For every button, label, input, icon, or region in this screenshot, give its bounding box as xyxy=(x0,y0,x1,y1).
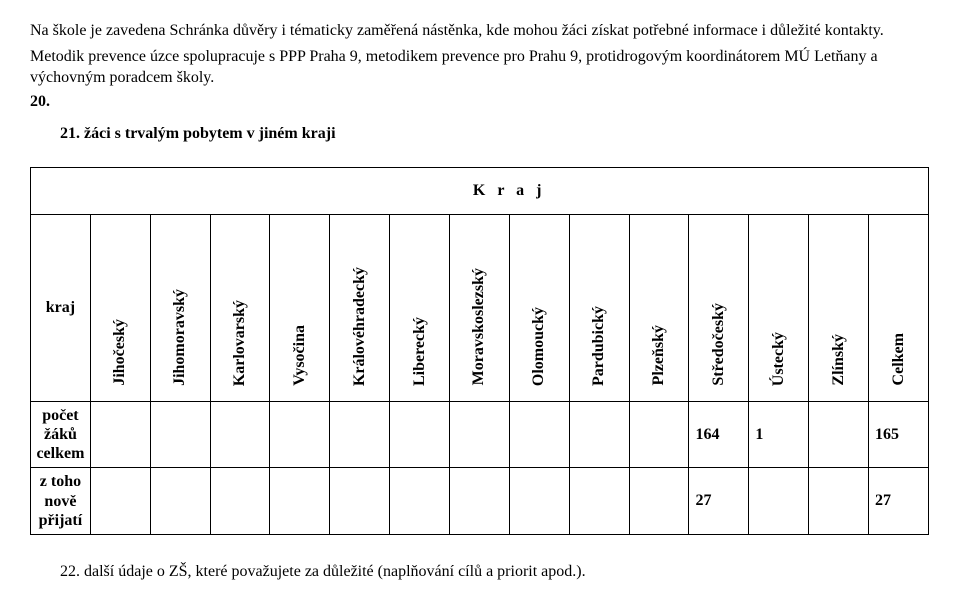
cell xyxy=(629,401,689,468)
cell xyxy=(210,468,270,535)
intro-line-20: 20. xyxy=(30,93,929,111)
col-stredocesky: Středočeský xyxy=(689,214,749,401)
col-label: Zlínský xyxy=(830,334,848,386)
row-label-nove-prijati: z toho nově přijatí xyxy=(31,468,91,535)
col-olomoucky: Olomoucký xyxy=(509,214,569,401)
cell xyxy=(629,468,689,535)
col-liberecky: Liberecký xyxy=(390,214,450,401)
col-label: Královéhradecký xyxy=(351,267,369,386)
cell: 1 xyxy=(749,401,809,468)
col-pardubicky: Pardubický xyxy=(569,214,629,401)
footer-line-22: 22. další údaje o ZŠ, které považujete z… xyxy=(60,563,929,581)
cell xyxy=(150,468,210,535)
col-label: Celkem xyxy=(890,333,908,385)
col-plzensky: Plzeňský xyxy=(629,214,689,401)
col-label: Středočeský xyxy=(710,303,728,386)
cell xyxy=(330,468,390,535)
col-label: Ústecký xyxy=(770,332,788,386)
cell: 27 xyxy=(869,468,929,535)
table-row: z toho nově přijatí 27 27 xyxy=(31,468,929,535)
cell xyxy=(330,401,390,468)
cell xyxy=(90,401,150,468)
table-column-row: kraj Jihočeský Jihomoravský Karlovarský … xyxy=(31,214,929,401)
col-jihocesky: Jihočeský xyxy=(90,214,150,401)
cell xyxy=(270,401,330,468)
col-label: Pardubický xyxy=(590,306,608,386)
col-label: Jihomoravský xyxy=(171,289,189,386)
cell xyxy=(509,468,569,535)
cell xyxy=(569,401,629,468)
cell xyxy=(569,468,629,535)
table-header-row: K r a j xyxy=(31,167,929,214)
cell xyxy=(210,401,270,468)
left-label-cell: kraj xyxy=(31,214,91,401)
heading-21: 21. žáci s trvalým pobytem v jiném kraji xyxy=(60,125,929,143)
col-moravskoslezsky: Moravskoslezský xyxy=(450,214,510,401)
cell xyxy=(749,468,809,535)
cell xyxy=(809,401,869,468)
intro-paragraph-1: Na škole je zavedena Schránka důvěry i t… xyxy=(30,20,929,42)
col-label: Karlovarský xyxy=(231,300,249,386)
cell: 165 xyxy=(869,401,929,468)
col-ustecky: Ústecký xyxy=(749,214,809,401)
cell xyxy=(450,468,510,535)
col-label: Moravskoslezský xyxy=(470,268,488,385)
cell xyxy=(450,401,510,468)
col-zlinsky: Zlínský xyxy=(809,214,869,401)
cell xyxy=(390,401,450,468)
cell: 164 xyxy=(689,401,749,468)
intro-paragraph-2: Metodik prevence úzce spolupracuje s PPP… xyxy=(30,46,929,89)
table-row: počet žáků celkem 164 1 165 xyxy=(31,401,929,468)
col-label: Liberecký xyxy=(411,317,429,386)
col-label: Olomoucký xyxy=(530,307,548,386)
col-karlovarsky: Karlovarský xyxy=(210,214,270,401)
col-label: Vysočina xyxy=(291,325,309,386)
col-label: Plzeňský xyxy=(650,325,668,385)
cell xyxy=(150,401,210,468)
kraj-table: K r a j kraj Jihočeský Jihomoravský Karl… xyxy=(30,167,929,535)
cell xyxy=(390,468,450,535)
cell xyxy=(270,468,330,535)
col-vysocina: Vysočina xyxy=(270,214,330,401)
cell xyxy=(509,401,569,468)
kraj-header-cell: K r a j xyxy=(90,167,928,214)
cell: 27 xyxy=(689,468,749,535)
cell xyxy=(90,468,150,535)
blank-top-left-cell xyxy=(31,167,91,214)
col-jihomoravsky: Jihomoravský xyxy=(150,214,210,401)
row-label-pocet-zaku: počet žáků celkem xyxy=(31,401,91,468)
col-label: Jihočeský xyxy=(111,319,129,386)
col-kralovehradecky: Královéhradecký xyxy=(330,214,390,401)
cell xyxy=(809,468,869,535)
col-celkem: Celkem xyxy=(869,214,929,401)
